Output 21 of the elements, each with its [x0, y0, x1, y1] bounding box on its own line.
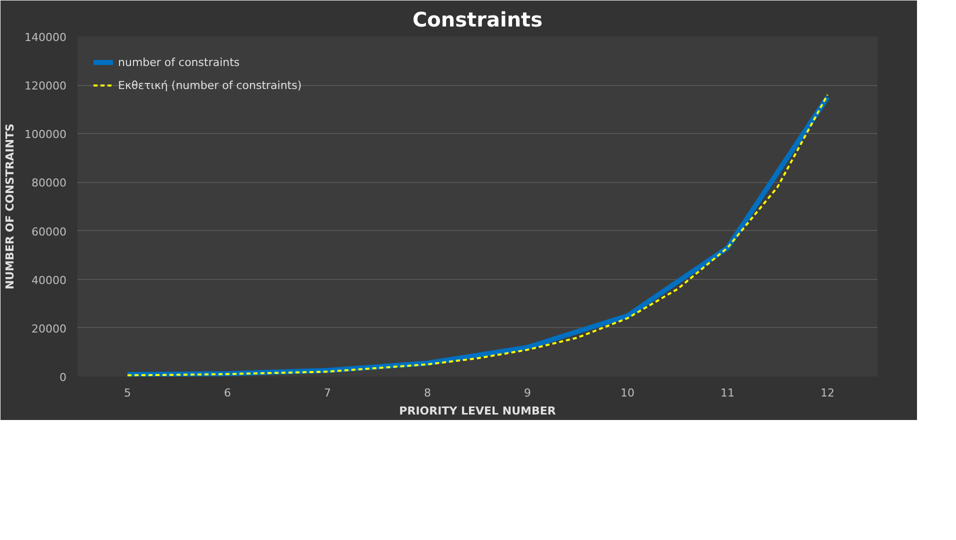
legend-label: Εκθετική (number of constraints) — [118, 78, 302, 92]
y-tick-label: 20000 — [32, 322, 67, 336]
chart-title: Constraints — [412, 8, 543, 32]
x-tick-label: 7 — [324, 386, 331, 400]
x-tick-label: 11 — [720, 386, 734, 400]
x-tick-label: 6 — [224, 386, 231, 400]
y-tick-label: 0 — [60, 371, 66, 384]
x-axis-title: PRIORITY LEVEL NUMBER — [399, 404, 556, 418]
x-tick-label: 9 — [524, 386, 531, 400]
y-tick-label: 140000 — [24, 31, 67, 44]
x-tick-label: 12 — [820, 386, 834, 400]
y-tick-label: 60000 — [32, 225, 67, 238]
y-tick-label: 100000 — [24, 128, 67, 142]
x-tick-label: 10 — [620, 386, 634, 400]
y-tick-label: 80000 — [32, 176, 67, 190]
legend-label: number of constraints — [118, 56, 240, 68]
x-tick-label: 8 — [424, 386, 431, 400]
x-tick-label: 5 — [124, 386, 131, 400]
y-tick-label: 40000 — [32, 274, 67, 287]
y-axis-title: NUMBER OF CONSTRAINTS — [4, 124, 17, 290]
y-tick-label: 120000 — [24, 80, 67, 93]
